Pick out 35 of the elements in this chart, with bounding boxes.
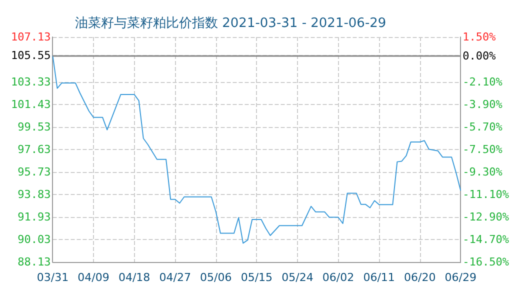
x-tick-label: 06/02 [322,271,354,284]
y-tick-label: 95.73 [18,166,51,178]
y2-tick-label: -2.10% [462,76,503,88]
x-tick-label: 06/20 [404,271,436,284]
x-tick-label: 05/06 [200,271,232,284]
y-tick-label: 107.13 [10,30,51,44]
x-tick-label: 06/11 [363,271,395,284]
y2-tick-label: -12.90% [462,210,510,224]
x-tick-label: 05/24 [282,271,314,284]
x-tick-label: 04/27 [159,271,191,284]
x-tick-label: 06/29 [444,271,476,284]
y-tick-label: 88.13 [18,256,51,268]
y-tick-label: 101.43 [10,98,51,111]
y-tick-label: 99.53 [18,120,51,134]
x-tick-label: 04/18 [118,271,150,284]
y2-tick-label: -7.50% [462,143,503,156]
x-tick-label: 04/09 [78,271,110,284]
y2-tick-label: -11.10% [462,188,510,201]
y2-tick-label: -3.90% [462,98,503,111]
y-tick-label: 93.83 [18,188,51,201]
y-tick-label: 97.63 [18,143,51,156]
y-tick-label: 90.03 [18,233,51,246]
x-tick-label: 03/31 [36,271,69,284]
y2-tick-label: -16.50% [462,256,510,268]
y2-tick-label: -14.70% [462,233,510,246]
y2-tick-label: 1.50% [462,30,496,44]
y-tick-label: 91.93 [18,210,51,224]
chart-title: 油菜籽与菜籽粕比价指数 2021-03-31 - 2021-06-29 [75,16,386,31]
y2-tick-label: 0.00% [462,49,496,62]
x-tick-label: 05/15 [240,271,273,284]
y-tick-label: 103.33 [10,76,51,88]
y-tick-label: 105.55 [10,49,51,62]
y2-tick-label: -5.70% [462,120,503,134]
y2-tick-label: -9.30% [462,166,503,178]
line-series [52,55,462,244]
